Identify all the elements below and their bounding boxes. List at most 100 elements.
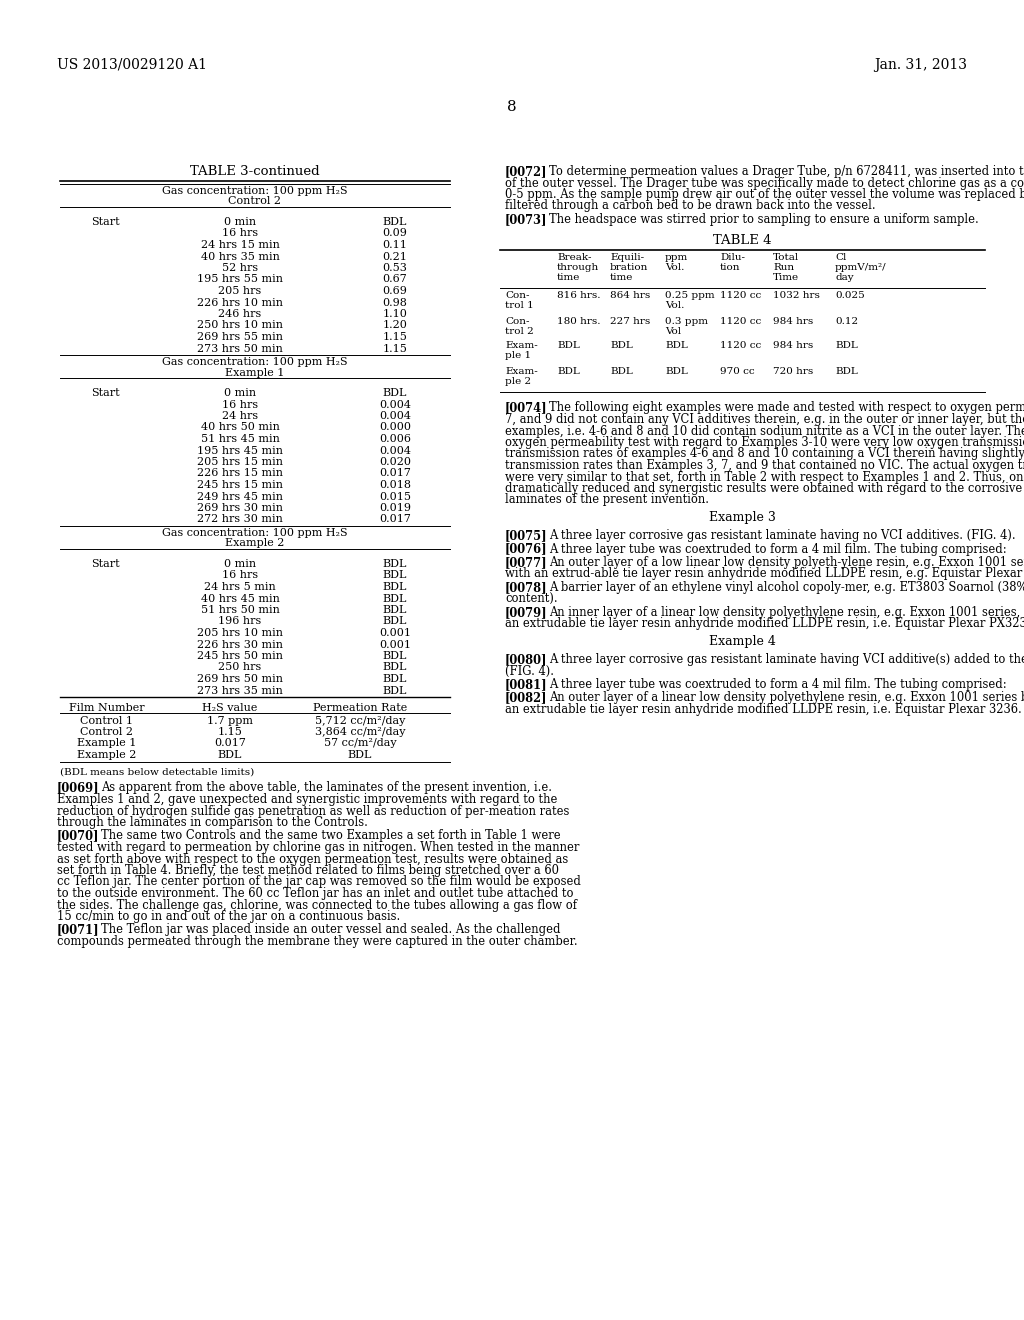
Text: [0075]: [0075]	[505, 529, 548, 543]
Text: [0069]: [0069]	[57, 781, 99, 795]
Text: 40 hrs 50 min: 40 hrs 50 min	[201, 422, 280, 433]
Text: 15 cc/min to go in and out of the jar on a continuous basis.: 15 cc/min to go in and out of the jar on…	[57, 909, 400, 923]
Text: BDL: BDL	[383, 216, 408, 227]
Text: 0 min: 0 min	[224, 558, 256, 569]
Text: 0.025: 0.025	[835, 292, 864, 301]
Text: to the outside environment. The 60 cc Teflon jar has an inlet and outlet tube at: to the outside environment. The 60 cc Te…	[57, 887, 573, 900]
Text: 226 hrs 15 min: 226 hrs 15 min	[197, 469, 283, 479]
Text: 269 hrs 30 min: 269 hrs 30 min	[197, 503, 283, 513]
Text: oxygen permeability test with regard to Examples 3-10 were very low oxygen trans: oxygen permeability test with regard to …	[505, 436, 1024, 449]
Text: Control 2: Control 2	[81, 727, 133, 737]
Text: [0072]: [0072]	[505, 165, 548, 178]
Text: To determine permeation values a Drager Tube, p/n 6728411, was inserted into the: To determine permeation values a Drager …	[550, 165, 1024, 178]
Text: BDL: BDL	[383, 651, 408, 661]
Text: day: day	[835, 273, 854, 282]
Text: Total: Total	[773, 253, 800, 263]
Text: ple 2: ple 2	[505, 376, 531, 385]
Text: 1120 cc: 1120 cc	[720, 317, 761, 326]
Text: 720 hrs: 720 hrs	[773, 367, 813, 375]
Text: 1.15: 1.15	[383, 333, 408, 342]
Text: (BDL means below detectable limits): (BDL means below detectable limits)	[60, 767, 254, 776]
Text: 245 hrs 50 min: 245 hrs 50 min	[197, 651, 283, 661]
Text: 0 min: 0 min	[224, 388, 256, 399]
Text: dramatically reduced and synergistic results were obtained with regard to the co: dramatically reduced and synergistic res…	[505, 482, 1024, 495]
Text: Dilu-: Dilu-	[720, 253, 745, 263]
Text: An outer layer of a linear low density polyethylene resin, e.g. Exxon 1001 serie: An outer layer of a linear low density p…	[550, 692, 1024, 705]
Text: filtered through a carbon bed to be drawn back into the vessel.: filtered through a carbon bed to be draw…	[505, 199, 876, 213]
Text: 0.53: 0.53	[383, 263, 408, 273]
Text: BDL: BDL	[383, 558, 408, 569]
Text: A barrier layer of an ethylene vinyl alcohol copoly-mer, e.g. ET3803 Soarnol (38: A barrier layer of an ethylene vinyl alc…	[550, 581, 1024, 594]
Text: 195 hrs 45 min: 195 hrs 45 min	[197, 446, 283, 455]
Text: The Teflon jar was placed inside an outer vessel and sealed. As the challenged: The Teflon jar was placed inside an oute…	[101, 924, 561, 936]
Text: 0.21: 0.21	[383, 252, 408, 261]
Text: Control 2: Control 2	[228, 197, 282, 206]
Text: 1.7 ppm: 1.7 ppm	[207, 715, 253, 726]
Text: BDL: BDL	[383, 570, 408, 581]
Text: [0074]: [0074]	[505, 401, 548, 414]
Text: BDL: BDL	[383, 685, 408, 696]
Text: 52 hrs: 52 hrs	[222, 263, 258, 273]
Text: Film Number: Film Number	[70, 704, 144, 713]
Text: Start: Start	[91, 558, 120, 569]
Text: 984 hrs: 984 hrs	[773, 342, 813, 351]
Text: A three layer tube was coextruded to form a 4 mil film. The tubing comprised:: A three layer tube was coextruded to for…	[550, 678, 1007, 690]
Text: 0 min: 0 min	[224, 216, 256, 227]
Text: Cl: Cl	[835, 253, 847, 263]
Text: Jan. 31, 2013: Jan. 31, 2013	[874, 58, 967, 73]
Text: Vol: Vol	[665, 326, 681, 335]
Text: Gas concentration: 100 ppm H₂S: Gas concentration: 100 ppm H₂S	[162, 356, 348, 367]
Text: 24 hrs 15 min: 24 hrs 15 min	[201, 240, 280, 249]
Text: 16 hrs: 16 hrs	[222, 570, 258, 581]
Text: BDL: BDL	[383, 594, 408, 603]
Text: 0.000: 0.000	[379, 422, 411, 433]
Text: [0080]: [0080]	[505, 653, 548, 667]
Text: [0081]: [0081]	[505, 678, 548, 690]
Text: laminates of the present invention.: laminates of the present invention.	[505, 494, 709, 507]
Text: TABLE 4: TABLE 4	[713, 235, 771, 248]
Text: [0071]: [0071]	[57, 924, 99, 936]
Text: US 2013/0029120 A1: US 2013/0029120 A1	[57, 58, 207, 73]
Text: through the laminates in comparison to the Controls.: through the laminates in comparison to t…	[57, 816, 368, 829]
Text: 0.019: 0.019	[379, 503, 411, 513]
Text: Run: Run	[773, 264, 795, 272]
Text: 1.10: 1.10	[383, 309, 408, 319]
Text: 205 hrs 15 min: 205 hrs 15 min	[197, 457, 283, 467]
Text: ppm: ppm	[665, 253, 688, 263]
Text: [0070]: [0070]	[57, 829, 99, 842]
Text: Control 1: Control 1	[81, 715, 133, 726]
Text: TABLE 3-continued: TABLE 3-continued	[190, 165, 319, 178]
Text: [0077]: [0077]	[505, 556, 548, 569]
Text: 246 hrs: 246 hrs	[218, 309, 261, 319]
Text: 0.3 ppm: 0.3 ppm	[665, 317, 708, 326]
Text: 0.017: 0.017	[379, 515, 411, 524]
Text: BDL: BDL	[610, 367, 633, 375]
Text: 0.017: 0.017	[214, 738, 246, 748]
Text: BDL: BDL	[383, 663, 408, 672]
Text: examples, i.e. 4-6 and 8 and 10 did contain sodium nitrite as a VCI in the outer: examples, i.e. 4-6 and 8 and 10 did cont…	[505, 425, 1024, 437]
Text: Example 2: Example 2	[225, 539, 285, 549]
Text: 24 hrs 5 min: 24 hrs 5 min	[204, 582, 275, 591]
Text: 864 hrs: 864 hrs	[610, 292, 650, 301]
Text: Example 3: Example 3	[709, 511, 775, 524]
Text: Start: Start	[91, 388, 120, 399]
Text: 57 cc/m²/day: 57 cc/m²/day	[324, 738, 396, 748]
Text: As apparent from the above table, the laminates of the present invention, i.e.: As apparent from the above table, the la…	[101, 781, 552, 795]
Text: An inner layer of a linear low density polyethylene resin, e.g. Exxon 1001 serie: An inner layer of a linear low density p…	[550, 606, 1024, 619]
Text: 24 hrs: 24 hrs	[222, 411, 258, 421]
Text: transmission rates of examples 4-6 and 8 and 10 containing a VCI therein having : transmission rates of examples 4-6 and 8…	[505, 447, 1024, 461]
Text: Permeation Rate: Permeation Rate	[313, 704, 408, 713]
Text: with an extrud-able tie layer resin anhydride modified LLDPE resin, e.g. Equista: with an extrud-able tie layer resin anhy…	[505, 568, 1024, 581]
Text: BDL: BDL	[835, 342, 858, 351]
Text: 0.004: 0.004	[379, 411, 411, 421]
Text: 5,712 cc/m²/day: 5,712 cc/m²/day	[314, 715, 406, 726]
Text: H₂S value: H₂S value	[203, 704, 258, 713]
Text: 196 hrs: 196 hrs	[218, 616, 261, 627]
Text: an extrudable tie layer resin anhydride modified LLDPE resin, i.e. Equistar Plex: an extrudable tie layer resin anhydride …	[505, 618, 1024, 631]
Text: Example 1: Example 1	[78, 738, 136, 748]
Text: 51 hrs 45 min: 51 hrs 45 min	[201, 434, 280, 444]
Text: Gas concentration: 100 ppm H₂S: Gas concentration: 100 ppm H₂S	[162, 528, 348, 539]
Text: BDL: BDL	[383, 616, 408, 627]
Text: The same two Controls and the same two Examples a set forth in Table 1 were: The same two Controls and the same two E…	[101, 829, 561, 842]
Text: 0.020: 0.020	[379, 457, 411, 467]
